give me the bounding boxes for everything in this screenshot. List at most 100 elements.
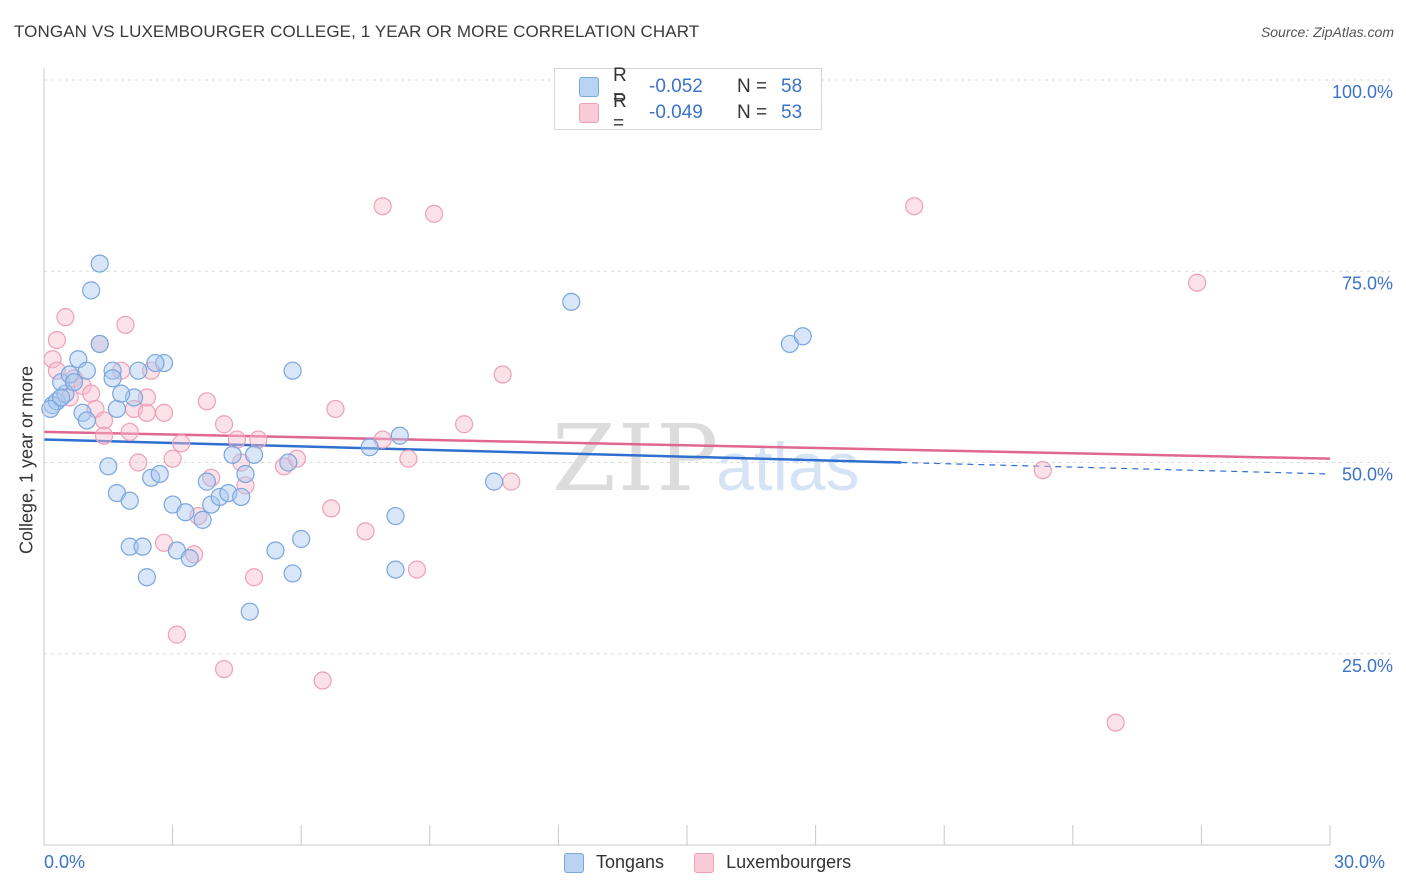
tongans-swatch: [564, 852, 584, 873]
point-luxembourgers: [454, 415, 474, 434]
y-tick-label: 25.0%: [1342, 656, 1393, 676]
source-label: Source: ZipAtlas.com: [1260, 24, 1394, 40]
point-tongans: [176, 503, 195, 522]
point-tongans: [279, 453, 298, 472]
point-tongans: [390, 426, 409, 445]
point-tongans: [793, 327, 812, 346]
point-tongans: [244, 445, 264, 464]
point-tongans: [223, 445, 242, 464]
watermark-atlas: atlas: [716, 429, 860, 505]
point-luxembourgers: [1033, 461, 1052, 480]
point-luxembourgers: [82, 384, 101, 403]
point-luxembourgers: [137, 403, 156, 422]
point-tongans: [52, 388, 71, 407]
point-tongans: [485, 472, 504, 491]
point-tongans: [210, 487, 229, 507]
point-luxembourgers: [94, 426, 114, 445]
luxembourgers-swatch: [694, 852, 715, 873]
legend-row-tongans: R = -0.052 N = 58: [579, 65, 803, 108]
point-tongans: [103, 369, 122, 388]
point-tongans: [283, 361, 302, 380]
y-tick-label: 75.0%: [1342, 273, 1393, 293]
point-luxembourgers: [214, 659, 234, 679]
trend-line-luxembourgers: [43, 430, 1331, 460]
point-luxembourgers: [129, 453, 148, 472]
correlation-legend: R = -0.052 N = 58 R = -0.049 N = 53: [554, 65, 822, 134]
point-tongans: [129, 361, 148, 380]
trend-line-tongans-projection: [901, 461, 1331, 475]
point-luxembourgers: [313, 671, 332, 690]
point-luxembourgers: [493, 365, 512, 384]
point-tongans: [193, 510, 212, 529]
r-value: -0.049: [649, 102, 703, 123]
point-tongans: [103, 361, 122, 380]
legend-row-luxembourgers: R = -0.049 N = 53: [579, 91, 803, 134]
point-tongans: [90, 254, 109, 273]
point-tongans: [41, 399, 60, 419]
point-tongans: [77, 361, 96, 380]
point-tongans: [360, 438, 379, 457]
point-luxembourgers: [326, 399, 345, 419]
point-luxembourgers: [154, 403, 174, 422]
point-tongans: [266, 541, 285, 560]
luxembourgers-swatch: [579, 103, 599, 123]
point-tongans: [137, 568, 156, 587]
point-tongans: [240, 602, 259, 621]
legend-item-tongans[interactable]: Tongans: [564, 852, 664, 873]
point-luxembourgers: [56, 308, 75, 327]
point-tongans: [107, 399, 126, 419]
point-luxembourgers: [47, 331, 66, 350]
n-value: 53: [781, 102, 803, 123]
point-tongans: [146, 353, 165, 373]
point-tongans: [232, 487, 251, 507]
n-label: N =: [737, 76, 768, 97]
axes: [43, 68, 1331, 846]
point-tongans: [99, 457, 118, 476]
point-luxembourgers: [356, 522, 375, 541]
point-tongans: [112, 384, 131, 403]
x-tick-max: 30.0%: [1334, 852, 1386, 872]
point-tongans: [236, 464, 255, 484]
trend-lines: [43, 430, 1331, 475]
point-luxembourgers: [227, 430, 246, 449]
grid-lines: 25.0% 50.0% 75.0% 100.0%: [44, 79, 1393, 676]
point-tongans: [77, 411, 96, 430]
point-tongans: [180, 549, 199, 568]
point-luxembourgers: [137, 388, 156, 407]
point-luxembourgers: [407, 560, 427, 579]
point-luxembourgers: [214, 415, 234, 434]
legend-item-luxembourgers[interactable]: Luxembourgers: [694, 852, 851, 873]
trend-line-tongans: [43, 438, 902, 464]
point-luxembourgers: [197, 392, 216, 411]
r-value: -0.052: [649, 76, 703, 97]
y-tick-label: 50.0%: [1342, 465, 1393, 485]
n-value: 58: [781, 76, 803, 97]
point-tongans: [283, 564, 302, 583]
point-tongans: [197, 472, 216, 491]
point-luxembourgers: [287, 449, 307, 468]
point-luxembourgers: [116, 315, 135, 334]
point-tongans: [133, 537, 152, 556]
point-luxembourgers: [424, 204, 444, 223]
y-axis-label: College, 1 year or more: [16, 365, 37, 555]
point-tongans: [562, 292, 581, 311]
point-luxembourgers: [172, 434, 191, 453]
point-tongans: [120, 491, 139, 510]
r-label: R =: [613, 65, 627, 108]
point-tongans: [292, 529, 311, 549]
point-luxembourgers: [502, 472, 521, 491]
point-luxembourgers: [167, 625, 186, 644]
chart-title: TONGAN VS LUXEMBOURGER COLLEGE, 1 YEAR O…: [14, 22, 700, 41]
series-legend: Tongans Luxembourgers: [564, 852, 881, 873]
point-luxembourgers: [244, 568, 264, 587]
point-luxembourgers: [1188, 273, 1207, 292]
point-tongans: [150, 464, 169, 484]
point-tongans: [82, 281, 101, 300]
point-luxembourgers: [163, 449, 182, 468]
point-luxembourgers: [905, 197, 924, 216]
legend-label-luxembourgers: Luxembourgers: [726, 852, 852, 872]
r-label: R =: [613, 91, 627, 134]
y-axis-label-wrap: College, 1 year or more: [0, 300, 54, 620]
